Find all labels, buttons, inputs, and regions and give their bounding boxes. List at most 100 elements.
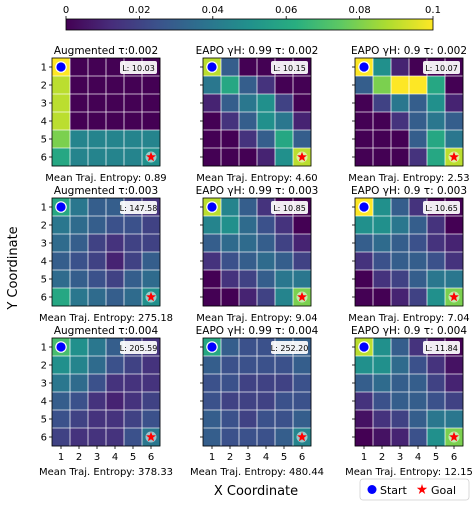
heatmap-cell xyxy=(52,428,71,447)
goal-marker-icon xyxy=(449,291,459,302)
heatmap-cell xyxy=(445,76,464,95)
heatmap-cell xyxy=(221,216,240,235)
heatmap-cell xyxy=(445,392,464,411)
legend-goal-label: Goal xyxy=(431,484,456,497)
heatmap-cell xyxy=(445,234,464,253)
heatmap-cell xyxy=(391,392,410,411)
heatmap-cell xyxy=(88,148,107,167)
heatmap-cell xyxy=(239,270,258,289)
heatmap-cell xyxy=(239,94,258,113)
heatmap-cell xyxy=(106,356,125,375)
heatmap-cell xyxy=(88,338,107,357)
x-tick-label: 3 xyxy=(94,452,100,463)
heatmap-cell xyxy=(257,428,276,447)
heatmap-cell xyxy=(275,216,294,235)
heatmap-cell xyxy=(275,374,294,393)
heatmap-cell xyxy=(373,356,392,375)
heatmap-cell xyxy=(52,234,71,253)
goal-marker-icon xyxy=(297,151,307,162)
heatmap-cell xyxy=(106,392,125,411)
heatmap-cell xyxy=(409,428,428,447)
heatmap-cell xyxy=(88,356,107,375)
heatmap-cell xyxy=(203,234,222,253)
heatmap-cell xyxy=(203,288,222,307)
heatmap-cell xyxy=(239,234,258,253)
heatmap-cell xyxy=(257,392,276,411)
start-marker-icon xyxy=(207,202,217,212)
heatmap-cell xyxy=(106,58,125,77)
x-tick-label: 1 xyxy=(209,452,215,463)
heatmap-cell xyxy=(52,356,71,375)
heatmap-cell xyxy=(142,234,161,253)
colorbar-tick-label: 0.04 xyxy=(202,5,224,16)
heatmap-cell xyxy=(427,234,446,253)
heatmap-cell xyxy=(70,270,89,289)
colorbar-tick-label: 0.08 xyxy=(348,5,370,16)
panel-frame xyxy=(354,57,464,167)
heatmap-cell xyxy=(203,112,222,131)
heatmap-cell xyxy=(355,130,374,149)
length-badge xyxy=(423,201,460,214)
heatmap-cell xyxy=(391,148,410,167)
heatmap-cell xyxy=(52,410,71,429)
heatmap-cell xyxy=(221,410,240,429)
heatmap-cell xyxy=(142,130,161,149)
heatmap-cell xyxy=(142,374,161,393)
heatmap-cell xyxy=(409,58,428,77)
heatmap-cell xyxy=(142,270,161,289)
entropy-label: Mean Traj. Entropy: 275.18 xyxy=(39,313,173,324)
heatmap-cell xyxy=(409,288,428,307)
heatmap-cell xyxy=(70,94,89,113)
heatmap-cell xyxy=(257,148,276,167)
heatmap-cell xyxy=(239,216,258,235)
heatmap-cell xyxy=(257,234,276,253)
panel-frame xyxy=(354,337,464,447)
heatmap-cell xyxy=(373,234,392,253)
heatmap-cell xyxy=(293,270,312,289)
heatmap-cell xyxy=(445,252,464,271)
heatmap-cell xyxy=(106,198,125,217)
heatmap-cell xyxy=(88,130,107,149)
heatmap-cell xyxy=(106,288,125,307)
heatmap-cell xyxy=(373,148,392,167)
heatmap-cell xyxy=(409,338,428,357)
y-tick-label: 3 xyxy=(41,239,47,250)
heatmap-cell xyxy=(142,94,161,113)
start-marker-icon xyxy=(207,62,217,72)
heatmap-cell xyxy=(257,198,276,217)
colorbar: 0 0.02 0.04 0.06 0.08 0.1 xyxy=(63,5,441,31)
entropy-label: Mean Traj. Entropy: 2.53 xyxy=(348,173,469,184)
heatmap-cell xyxy=(391,428,410,447)
heatmap-cell xyxy=(409,374,428,393)
heatmap-cell xyxy=(203,76,222,95)
x-tick-label: 3 xyxy=(245,452,251,463)
heatmap-cell xyxy=(239,76,258,95)
heatmap-cell xyxy=(373,94,392,113)
y-tick-label: 2 xyxy=(41,221,47,232)
heatmap-cell xyxy=(257,76,276,95)
length-badge xyxy=(120,201,157,214)
heatmap-cell xyxy=(409,216,428,235)
heatmap-panel: EAPO γH: 0.99 τ: 0.004 1 2 3 4 5 6 L: 252.20 Mea… xyxy=(190,325,324,478)
x-tick-label: 4 xyxy=(415,452,421,463)
start-marker-icon xyxy=(56,202,66,212)
heatmap-cell xyxy=(409,410,428,429)
heatmap-cell xyxy=(373,58,392,77)
heatmap-cell xyxy=(257,338,276,357)
heatmap-panel: Augmented τ:0.004 1 1 2 2 3 3 4 4 5 5 6 6 L: 205.59 Me… xyxy=(39,325,173,478)
heatmap-cell xyxy=(221,198,240,217)
goal-marker-icon xyxy=(297,291,307,302)
heatmap-cell xyxy=(88,410,107,429)
panel-title: Augmented τ:0.003 xyxy=(54,185,158,197)
heatmap-cell xyxy=(427,356,446,375)
heatmap-cell xyxy=(203,148,222,167)
panel-frame xyxy=(202,197,312,307)
heatmap-cell xyxy=(445,356,464,375)
heatmap-cell xyxy=(124,392,143,411)
heatmap-cell xyxy=(124,410,143,429)
start-marker-icon xyxy=(207,342,217,352)
heatmap-cell xyxy=(88,392,107,411)
heatmap-cell xyxy=(445,112,464,131)
heatmap-cell xyxy=(239,288,258,307)
panel-frame xyxy=(51,337,161,447)
